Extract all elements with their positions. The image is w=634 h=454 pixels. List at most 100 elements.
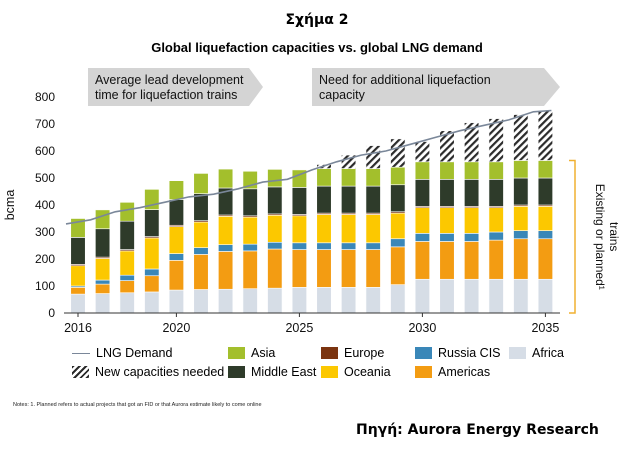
bar-russia-cis-2027 bbox=[341, 242, 357, 250]
bar-americas-2035 bbox=[537, 238, 553, 280]
legend-label-oceania: Oceania bbox=[344, 365, 391, 379]
bar-middle-east-2031 bbox=[439, 179, 455, 207]
legend-item-russia-cis: Russia CIS bbox=[415, 344, 501, 362]
bar-africa-2021 bbox=[193, 289, 209, 314]
bar-asia-2018 bbox=[119, 202, 135, 222]
legend-label-africa: Africa bbox=[532, 346, 564, 360]
legend-item-europe: Europe bbox=[321, 344, 384, 362]
bar-oceania-2019 bbox=[144, 237, 160, 270]
y-tick-label-100: 100 bbox=[35, 279, 55, 293]
bar-new-capacities-needed-2034 bbox=[513, 114, 529, 161]
bar-middle-east-2032 bbox=[464, 179, 480, 207]
bar-africa-2034 bbox=[513, 278, 529, 314]
bar-africa-2018 bbox=[119, 292, 135, 314]
legend-swatch-lng-demand bbox=[72, 352, 90, 354]
bar-oceania-2016 bbox=[70, 265, 86, 287]
bar-asia-2034 bbox=[513, 160, 529, 179]
bar-asia-2021 bbox=[193, 173, 209, 194]
x-tick-label-2016: 2016 bbox=[64, 321, 92, 335]
bar-russia-cis-2021 bbox=[193, 247, 209, 255]
bar-africa-2026 bbox=[316, 287, 332, 314]
bar-russia-cis-2019 bbox=[144, 268, 160, 277]
bar-middle-east-2030 bbox=[414, 179, 430, 207]
bar-new-capacities-needed-2032 bbox=[464, 122, 480, 163]
y-tick-label-400: 400 bbox=[35, 198, 55, 212]
bar-americas-2024 bbox=[267, 248, 283, 289]
bar-new-capacities-needed-2035 bbox=[537, 110, 553, 161]
bar-russia-cis-2018 bbox=[119, 274, 135, 281]
bar-americas-2032 bbox=[464, 241, 480, 280]
bar-africa-2019 bbox=[144, 291, 160, 314]
bar-russia-cis-2017 bbox=[95, 279, 111, 285]
bar-africa-2030 bbox=[414, 278, 430, 314]
bar-middle-east-2021 bbox=[193, 193, 209, 221]
x-tick-label-2025: 2025 bbox=[285, 321, 313, 335]
bar-asia-2024 bbox=[267, 169, 283, 188]
y-tick-label-300: 300 bbox=[35, 225, 55, 239]
bar-oceania-2030 bbox=[414, 207, 430, 234]
bar-middle-east-2016 bbox=[70, 237, 86, 265]
bar-oceania-2022 bbox=[218, 216, 234, 245]
bar-asia-2033 bbox=[488, 161, 504, 180]
bar-oceania-2023 bbox=[242, 216, 258, 245]
bar-russia-cis-2023 bbox=[242, 243, 258, 252]
bar-asia-2026 bbox=[316, 168, 332, 187]
legend-swatch-americas bbox=[415, 366, 432, 378]
annotation-text-2-line-1: Need for additional liquefaction bbox=[319, 73, 491, 87]
bar-oceania-2017 bbox=[95, 258, 111, 281]
legend-label-europe: Europe bbox=[344, 346, 385, 360]
bar-asia-2022 bbox=[218, 168, 234, 189]
legend-label-lng-demand: LNG Demand bbox=[96, 346, 173, 360]
bracket-label-line-2: trains bbox=[607, 222, 621, 251]
bar-middle-east-2018 bbox=[119, 220, 135, 250]
bar-asia-2035 bbox=[537, 160, 553, 179]
existing-trains-bracket bbox=[569, 159, 576, 314]
bar-americas-2017 bbox=[95, 283, 111, 294]
bar-oceania-2028 bbox=[365, 214, 381, 244]
bar-asia-2028 bbox=[365, 168, 381, 187]
bar-americas-2023 bbox=[242, 250, 258, 289]
bar-asia-2032 bbox=[464, 161, 480, 180]
bar-middle-east-2023 bbox=[242, 188, 258, 217]
y-axis-label: bcma bbox=[3, 190, 17, 221]
bar-asia-2029 bbox=[390, 166, 406, 186]
bar-new-capacities-needed-2031 bbox=[439, 130, 455, 163]
source-credit: Πηγή: Aurora Energy Research bbox=[356, 422, 599, 438]
bar-new-capacities-needed-2029 bbox=[390, 138, 406, 168]
bar-oceania-2034 bbox=[513, 206, 529, 231]
bar-americas-2027 bbox=[341, 249, 357, 288]
y-tick-label-700: 700 bbox=[35, 117, 55, 131]
bar-americas-2020 bbox=[168, 260, 184, 291]
bar-asia-2027 bbox=[341, 168, 357, 187]
bar-africa-2023 bbox=[242, 288, 258, 314]
bar-africa-2017 bbox=[95, 293, 111, 314]
x-tick-label-2035: 2035 bbox=[531, 321, 559, 335]
legend-swatch-russia-cis bbox=[415, 347, 432, 359]
bracket-label-line-1: Existing or planned¹ bbox=[593, 184, 607, 290]
y-tick-label-200: 200 bbox=[35, 252, 55, 266]
bar-new-capacities-needed-2030 bbox=[414, 141, 430, 163]
bar-russia-cis-2035 bbox=[537, 230, 553, 240]
y-tick-label-600: 600 bbox=[35, 144, 55, 158]
bar-oceania-2018 bbox=[119, 250, 135, 276]
bar-americas-2021 bbox=[193, 254, 209, 290]
bar-africa-2027 bbox=[341, 287, 357, 314]
chart-legend: LNG Demand Asia Europe Russia CIS Africa New … bbox=[72, 344, 572, 384]
bar-americas-2033 bbox=[488, 239, 504, 280]
legend-swatch-middle-east bbox=[228, 366, 245, 378]
figure-label: Σχήμα 2 bbox=[285, 12, 349, 28]
bar-russia-cis-2024 bbox=[267, 241, 283, 250]
bar-middle-east-2026 bbox=[316, 185, 332, 214]
bar-asia-2020 bbox=[168, 180, 184, 200]
bar-africa-2020 bbox=[168, 289, 184, 314]
annotation-text-1-line-2: time for liquefaction trains bbox=[95, 88, 237, 102]
bar-oceania-2020 bbox=[168, 226, 184, 254]
bar-middle-east-2025 bbox=[291, 187, 307, 215]
bar-russia-cis-2034 bbox=[513, 230, 529, 240]
chart-title: Global liquefaction capacities vs. globa… bbox=[151, 40, 483, 55]
legend-item-new-capacities-needed: New capacities needed bbox=[72, 363, 224, 381]
bar-africa-2032 bbox=[464, 278, 480, 314]
y-tick-label-0: 0 bbox=[48, 306, 55, 320]
legend-item-middle-east: Middle East bbox=[228, 363, 316, 381]
legend-item-africa: Africa bbox=[509, 344, 564, 362]
